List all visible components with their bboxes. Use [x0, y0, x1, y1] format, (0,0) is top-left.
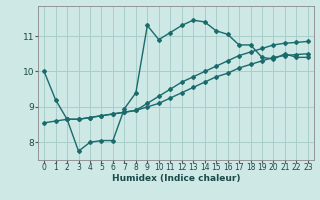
- X-axis label: Humidex (Indice chaleur): Humidex (Indice chaleur): [112, 174, 240, 183]
